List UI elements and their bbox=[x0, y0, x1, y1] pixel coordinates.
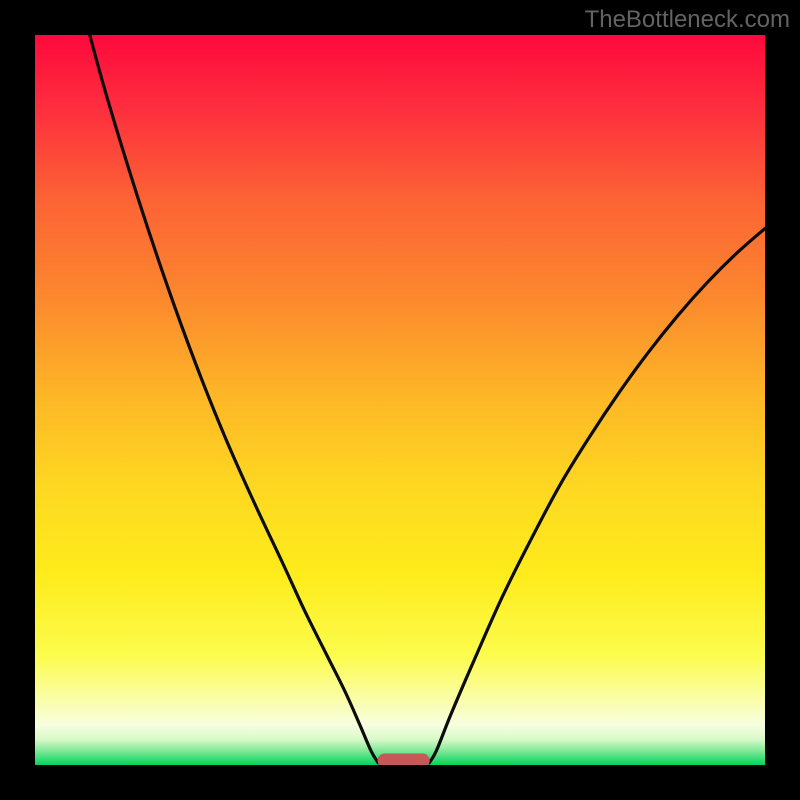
chart-svg bbox=[35, 35, 765, 765]
watermark-text: TheBottleneck.com bbox=[585, 6, 790, 34]
chart-container: TheBottleneck.com bbox=[0, 0, 800, 800]
plot-area bbox=[35, 35, 765, 765]
optimal-marker bbox=[378, 754, 429, 765]
gradient-background bbox=[35, 35, 765, 765]
